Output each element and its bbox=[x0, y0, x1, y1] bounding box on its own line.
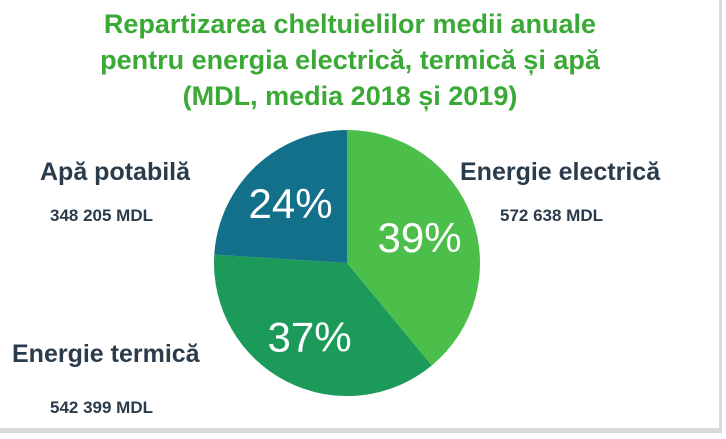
title-line-3: (MDL, media 2018 și 2019) bbox=[182, 81, 518, 111]
percent-label-energie-termica: 37% bbox=[268, 313, 352, 360]
pie-slice-energie-termica bbox=[214, 254, 432, 397]
percent-label-energie-electrica: 39% bbox=[378, 214, 462, 261]
label-energie-electrica: Energie electrică bbox=[460, 158, 661, 186]
title-line-2: pentru energia electrică, termică și apă bbox=[100, 45, 600, 75]
chart-title: Repartizarea cheltuielilor medii anuale … bbox=[20, 6, 680, 114]
amount-energie-termica: 542 399 MDL bbox=[50, 398, 153, 417]
label-apa-potabila: Apă potabilă bbox=[40, 158, 191, 186]
pie-slice-apa-potabila bbox=[214, 130, 347, 263]
label-energie-termica: Energie termică bbox=[12, 340, 200, 368]
title-line-1: Repartizarea cheltuielilor medii anuale bbox=[103, 9, 597, 39]
amount-apa-potabila: 348 205 MDL bbox=[50, 206, 153, 225]
percent-label-apa-potabila: 24% bbox=[249, 180, 333, 227]
pie-slice-energie-electrica bbox=[347, 130, 481, 366]
amount-energie-electrica: 572 638 MDL bbox=[500, 206, 603, 225]
